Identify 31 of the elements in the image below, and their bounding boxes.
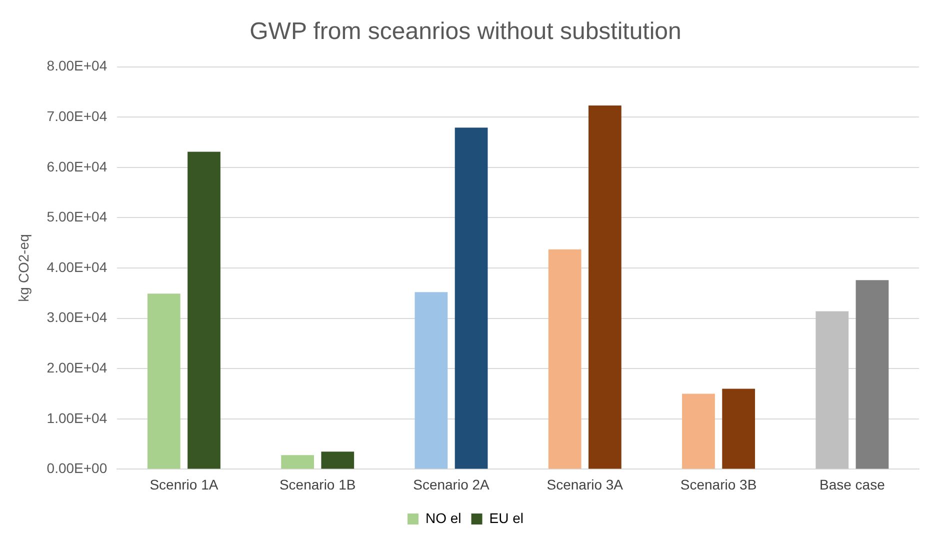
x-tick-label: Base case [819, 476, 886, 492]
bar [816, 311, 849, 469]
chart-title: GWP from sceanrios without substitution [250, 18, 682, 46]
y-tick-label: 7.00E+04 [46, 108, 108, 124]
y-tick-label: 5.00E+04 [46, 208, 108, 225]
bar [321, 452, 354, 469]
bar [682, 394, 715, 469]
y-axis-title: kg CO2-eq [15, 234, 32, 302]
legend-label: NO el [425, 510, 462, 526]
bar [548, 249, 582, 469]
bar [588, 106, 622, 469]
x-tick-label: Scenrio 1A [150, 476, 219, 492]
x-tick-label: Scenario 3B [680, 476, 757, 492]
y-tick-label: 6.00E+04 [46, 158, 108, 174]
x-tick-label: Scenario 1B [279, 476, 356, 492]
bar [722, 388, 756, 469]
bar [281, 455, 314, 469]
y-tick-label: 2.00E+04 [46, 359, 108, 376]
y-tick-label: 3.00E+04 [46, 309, 108, 326]
y-tick-label: 4.00E+04 [46, 258, 108, 275]
bar [454, 128, 488, 469]
bar [414, 292, 448, 469]
x-tick-label: Scenario 3A [546, 476, 624, 492]
bar [147, 294, 180, 469]
y-tick-label: 0.00E+00 [46, 460, 108, 476]
legend-label: EU el [489, 510, 524, 526]
x-tick-label: Scenario 2A [413, 476, 490, 492]
y-tick-label: 8.00E+04 [46, 58, 108, 74]
bar [188, 152, 220, 469]
bar [856, 280, 889, 469]
y-tick-label: 1.00E+04 [46, 410, 108, 426]
